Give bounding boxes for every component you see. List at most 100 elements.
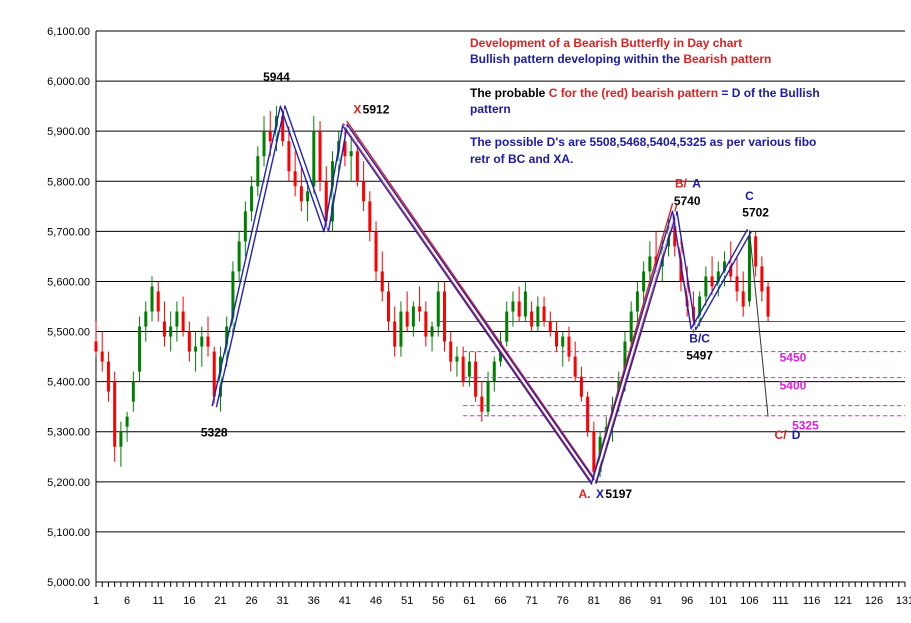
candle-body bbox=[548, 321, 552, 332]
candle bbox=[555, 321, 559, 352]
x-tick-label: 56 bbox=[432, 595, 444, 607]
candle bbox=[94, 321, 98, 357]
annotation-p5912: 5912 bbox=[363, 103, 390, 117]
candle-body bbox=[212, 351, 216, 397]
x-tick-label: 11 bbox=[153, 595, 164, 607]
candle bbox=[368, 191, 372, 242]
y-tick-label: 6,100.00 bbox=[47, 26, 90, 38]
candle bbox=[548, 311, 552, 337]
note-line-4: pattern bbox=[470, 102, 511, 116]
annotation-pA: A. bbox=[579, 487, 591, 501]
candle-body bbox=[430, 326, 434, 337]
bullish-pattern-gap bbox=[213, 106, 284, 407]
x-axis-tick-labels: 1 6 11 16 21 26 31 36 41 46 51 56 61 66 71 76 81 86 91 96 10… bbox=[93, 582, 911, 607]
candle-body bbox=[698, 296, 702, 322]
candle-body bbox=[231, 271, 235, 327]
candle-body bbox=[592, 431, 596, 472]
x-tick-label: 66 bbox=[494, 595, 506, 607]
x-tick-label: 106 bbox=[740, 595, 758, 607]
candle-body bbox=[237, 241, 241, 272]
candle bbox=[424, 301, 428, 347]
candle bbox=[511, 291, 515, 327]
candle-body bbox=[735, 276, 739, 292]
candle bbox=[523, 281, 527, 322]
candle bbox=[467, 351, 471, 387]
annotation-pBA_B: B/ bbox=[675, 176, 688, 190]
x-tick-label: 21 bbox=[214, 595, 226, 607]
candle bbox=[648, 241, 652, 287]
bullish-pattern-segment bbox=[671, 211, 692, 330]
candle-body bbox=[355, 151, 359, 182]
candle-body bbox=[579, 376, 583, 397]
candle bbox=[349, 136, 353, 182]
candle-body bbox=[393, 321, 397, 347]
x-tick-label: 36 bbox=[308, 595, 320, 607]
x-tick-label: 86 bbox=[619, 595, 631, 607]
candle-body bbox=[449, 341, 453, 362]
candle bbox=[766, 281, 770, 322]
candle-body bbox=[293, 171, 297, 187]
candle-body bbox=[723, 261, 727, 272]
annotation-p5702: 5702 bbox=[742, 205, 769, 219]
candle bbox=[505, 301, 509, 347]
candle-body bbox=[362, 181, 366, 202]
candle bbox=[405, 291, 409, 332]
note-line-2a: Bullish pattern developing within the bbox=[470, 52, 683, 66]
candle bbox=[169, 311, 173, 352]
candle-body bbox=[200, 336, 204, 347]
y-tick-label: 5,700.00 bbox=[47, 226, 90, 238]
candle bbox=[306, 181, 310, 222]
x-tick-label: 26 bbox=[245, 595, 257, 607]
candle bbox=[374, 221, 378, 282]
candle bbox=[760, 256, 764, 302]
annotation-pBA_A: A bbox=[692, 176, 701, 190]
harmonic-pattern-lines bbox=[211, 105, 769, 485]
candle-body bbox=[480, 396, 484, 412]
candle bbox=[243, 201, 247, 257]
candle bbox=[113, 371, 117, 462]
candle-body bbox=[368, 201, 372, 232]
y-tick-label: 5,800.00 bbox=[47, 176, 90, 188]
candle-body bbox=[405, 311, 409, 327]
candle-body bbox=[760, 266, 764, 292]
candle-body bbox=[206, 336, 210, 347]
candle-body bbox=[648, 256, 652, 272]
note-line-3b: C for the (red) bearish pattern bbox=[549, 86, 718, 100]
candle-body bbox=[324, 181, 328, 222]
x-tick-label: 126 bbox=[865, 595, 883, 607]
candle bbox=[461, 346, 465, 387]
candle-body bbox=[250, 186, 254, 212]
candle-body bbox=[716, 271, 720, 287]
candle bbox=[418, 286, 422, 322]
candle-body bbox=[747, 236, 751, 302]
candle-body bbox=[704, 276, 708, 297]
candle-body bbox=[281, 116, 285, 142]
x-tick-label: 81 bbox=[588, 595, 600, 607]
y-tick-label: 5,900.00 bbox=[47, 126, 90, 138]
candle-body bbox=[685, 281, 689, 307]
y-tick-label: 5,300.00 bbox=[47, 427, 90, 439]
candle-body bbox=[194, 346, 198, 352]
candle-body bbox=[511, 301, 515, 312]
candle bbox=[162, 301, 166, 347]
candle-body bbox=[94, 341, 98, 352]
candle-body bbox=[586, 396, 590, 432]
candle-body bbox=[125, 416, 129, 427]
x-tick-label: 76 bbox=[557, 595, 569, 607]
y-tick-label: 5,600.00 bbox=[47, 276, 90, 288]
candle-body bbox=[181, 311, 185, 332]
candle-body bbox=[623, 341, 627, 382]
cd-projection-line bbox=[748, 230, 769, 417]
bullish-pattern-segment bbox=[327, 125, 348, 232]
candle bbox=[330, 151, 334, 232]
bullish-pattern-segment bbox=[690, 228, 749, 329]
annotation-pBC: B/C bbox=[689, 332, 710, 346]
candle-body bbox=[150, 286, 154, 312]
bullish-pattern-gap bbox=[593, 211, 676, 484]
fibo-retracement-lines bbox=[438, 321, 905, 417]
candle-body bbox=[380, 271, 384, 292]
bearish-pattern-segment bbox=[346, 120, 597, 481]
candle-body bbox=[113, 381, 117, 447]
candle-body bbox=[175, 311, 179, 327]
candle-body bbox=[386, 291, 390, 322]
